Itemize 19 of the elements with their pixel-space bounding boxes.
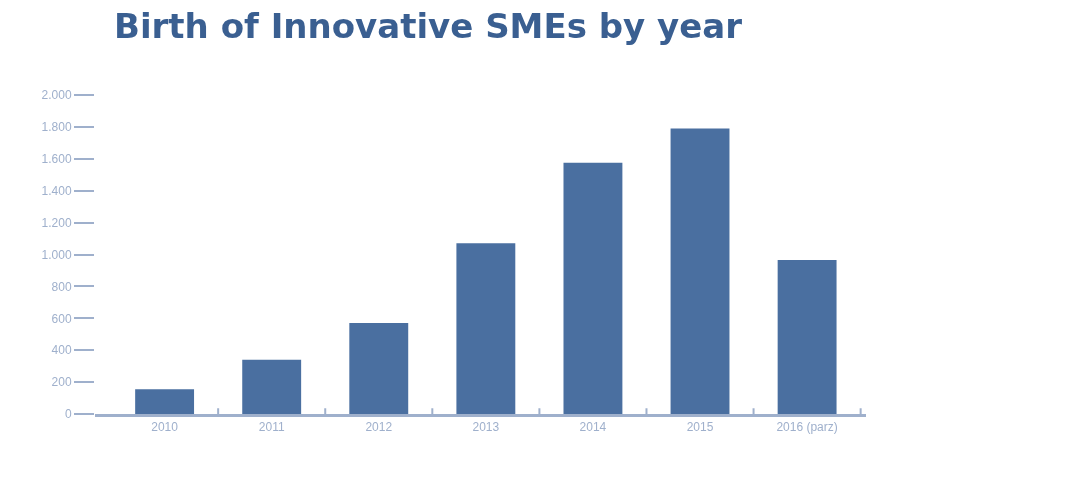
y-tick-label: 400 [51, 343, 72, 358]
y-tick-label: 1.600 [41, 152, 72, 166]
x-tick-label: 2010 [151, 420, 179, 435]
y-tick-label: 1.000 [41, 247, 72, 262]
x-tick-label: 2011 [258, 420, 285, 435]
x-tick-label: 2012 [365, 420, 393, 435]
x-tick-label: 2015 [686, 420, 714, 435]
x-tick-label: 2014 [579, 420, 607, 435]
y-tick-label: 1.200 [41, 215, 72, 230]
x-tick-label: 2013 [472, 420, 500, 435]
y-tick-label: 1.400 [41, 183, 72, 198]
y-tick-label: 200 [51, 375, 72, 390]
x-tick-label: 2016 (parz) [776, 420, 838, 435]
y-tick-label: 600 [51, 311, 72, 326]
y-tick-label: 1.800 [41, 120, 72, 135]
y-tick-label: 2.000 [41, 88, 72, 103]
y-tick-label: 0 [64, 407, 72, 422]
chart-title: Birth of Innovative SMEs by year [114, 6, 743, 47]
y-tick-label: 800 [51, 279, 72, 294]
